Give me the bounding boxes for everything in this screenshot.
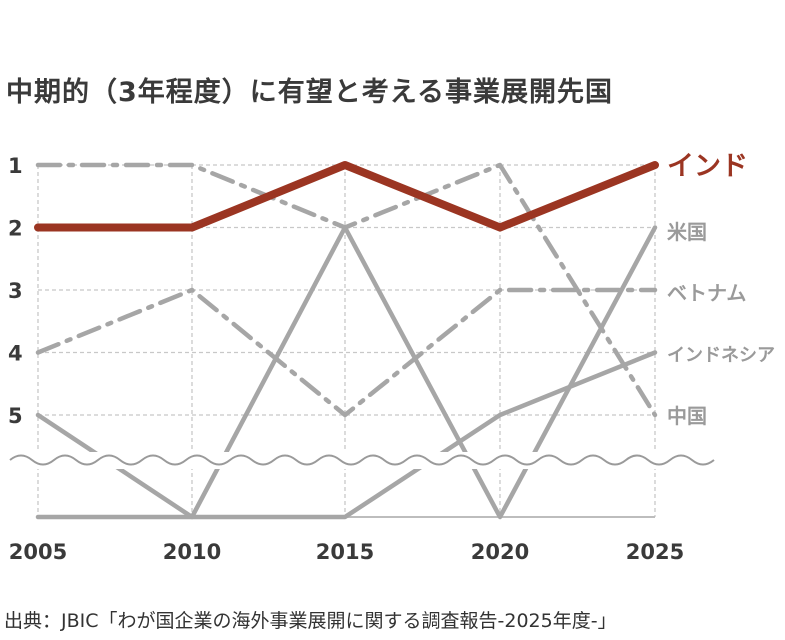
series-label: 米国: [667, 220, 707, 244]
series-line: [35, 287, 658, 418]
series-lines: [34, 161, 659, 520]
x-tick-label: 2020: [471, 540, 529, 564]
series-line: [35, 350, 658, 520]
y-tick-label: 1: [8, 154, 23, 178]
x-tick-label: 2015: [316, 540, 374, 564]
series-label: インドネシア: [667, 345, 775, 366]
y-tick-label: 2: [8, 217, 23, 241]
series-line: [35, 162, 658, 418]
x-tick-label: 2010: [163, 540, 221, 564]
y-tick-label: 4: [8, 342, 23, 366]
series-line: [34, 161, 659, 232]
y-tick-label: 5: [8, 404, 23, 428]
series-label: 中国: [667, 404, 707, 428]
x-tick-label: 2025: [626, 540, 684, 564]
y-tick-label: 3: [8, 279, 23, 303]
source-note: 出典：JBIC「わが国企業の海外事業展開に関する調査報告-2025年度-」: [4, 610, 617, 632]
axis-break-wave: [9, 454, 715, 466]
x-tick-label: 2005: [9, 540, 67, 564]
axis-break: [9, 452, 715, 469]
chart-title: 中期的（3年程度）に有望と考える事業展開先国: [6, 77, 613, 108]
series-line: [35, 225, 658, 520]
tick-labels: 1 2 3 4 5 2005 2010 2015 2020 2025: [8, 154, 684, 564]
series-label: インド: [667, 151, 748, 182]
series-label: ベトナム: [667, 281, 746, 305]
